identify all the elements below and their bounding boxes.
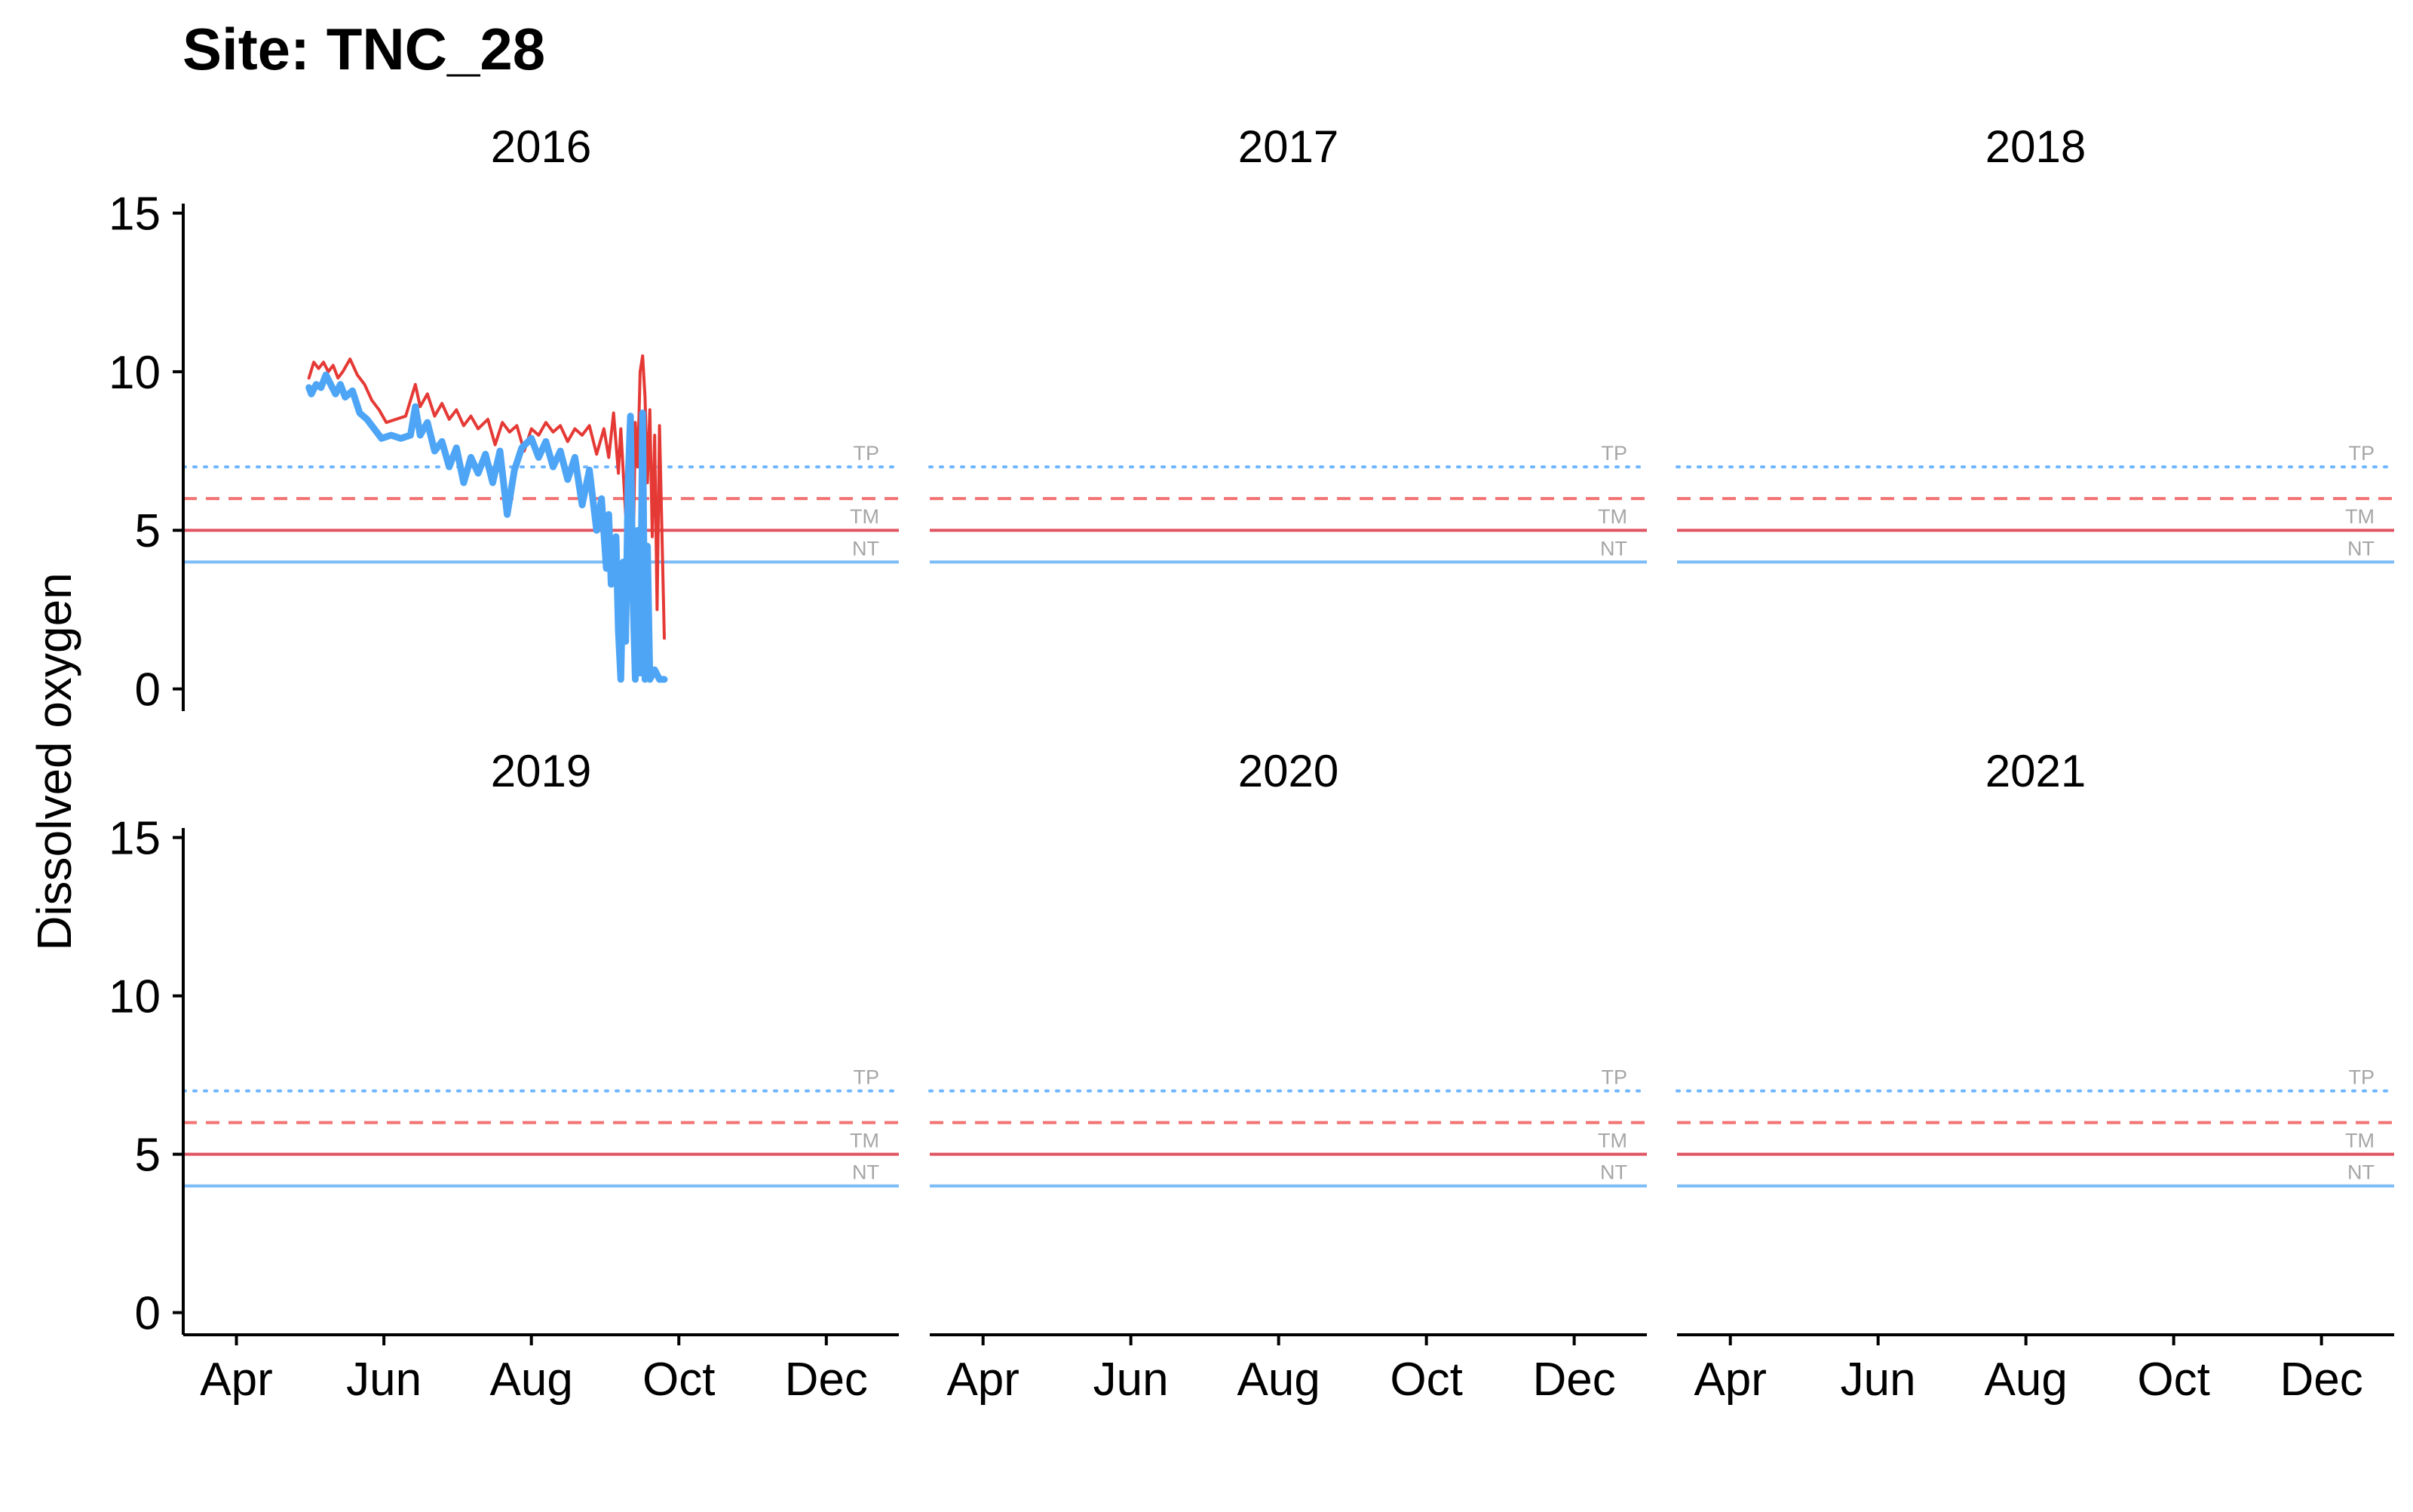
y-tick-label: 10 bbox=[109, 347, 161, 399]
chart-title: Site: TNC_28 bbox=[182, 16, 545, 82]
threshold-label: TP bbox=[2348, 1066, 2375, 1089]
threshold-label: TM bbox=[1598, 505, 1627, 528]
threshold-label: TP bbox=[853, 442, 879, 465]
panel-strip-label: 2018 bbox=[1985, 121, 2086, 172]
threshold-label: TM bbox=[1598, 1130, 1627, 1152]
panel-2018: 2018 TP TM NT bbox=[1676, 121, 2396, 564]
threshold-label: TP bbox=[853, 1066, 879, 1089]
threshold-label: TM bbox=[850, 1130, 879, 1152]
threshold-label: TP bbox=[1601, 1066, 1627, 1089]
x-tick-label: Apr bbox=[1694, 1354, 1766, 1406]
x-tick-label: Aug bbox=[490, 1354, 573, 1406]
threshold-label: NT bbox=[1600, 1161, 1627, 1184]
panel-2021: 2021 TP TM NT Apr Jun Aug Oct Dec bbox=[1676, 746, 2396, 1406]
x-tick-label: Jun bbox=[346, 1354, 422, 1406]
threshold-label: NT bbox=[2347, 1161, 2375, 1184]
panel-strip-label: 2016 bbox=[491, 121, 591, 172]
threshold-label: NT bbox=[2347, 537, 2375, 560]
series-line-1 bbox=[307, 354, 666, 640]
y-tick-label: 0 bbox=[135, 664, 161, 716]
threshold-label: NT bbox=[852, 537, 879, 560]
y-tick-label: 5 bbox=[135, 1130, 161, 1182]
x-tick-label: Jun bbox=[1841, 1354, 1916, 1406]
x-tick-label: Apr bbox=[946, 1354, 1019, 1406]
x-tick-label: Dec bbox=[1532, 1354, 1615, 1406]
panel-2016: 2016 TP TM NT 0 5 10 15 bbox=[109, 121, 900, 716]
panel-strip-label: 2021 bbox=[1985, 746, 2086, 796]
panel-2020: 2020 TP TM NT Apr Jun Aug Oct Dec bbox=[928, 746, 1648, 1406]
panel-2017: 2017 TP TM NT bbox=[928, 121, 1648, 564]
panel-2019: 2019 TP TM NT Apr Jun Aug Oct Dec 0 5 10 15 bbox=[109, 746, 900, 1406]
threshold-label: NT bbox=[852, 1161, 879, 1184]
x-tick-label: Jun bbox=[1093, 1354, 1169, 1406]
panel-strip-label: 2017 bbox=[1238, 121, 1338, 172]
y-tick-label: 5 bbox=[135, 505, 161, 557]
y-tick-label: 0 bbox=[135, 1288, 161, 1340]
x-tick-label: Oct bbox=[642, 1354, 715, 1406]
y-tick-label: 15 bbox=[109, 189, 161, 241]
y-tick-label: 15 bbox=[109, 813, 161, 865]
series-line-2 bbox=[305, 371, 668, 683]
x-tick-label: Aug bbox=[1984, 1354, 2067, 1406]
x-tick-label: Dec bbox=[785, 1354, 868, 1406]
threshold-label: NT bbox=[1600, 537, 1627, 560]
threshold-label: TM bbox=[2345, 1130, 2375, 1152]
panels-layer: 2016TPTMNT0510152017TPTMNT2018TPTMNT2019… bbox=[109, 121, 2396, 1406]
x-tick-label: Oct bbox=[2137, 1354, 2209, 1406]
threshold-label: TP bbox=[1601, 442, 1627, 465]
x-tick-label: Aug bbox=[1237, 1354, 1320, 1406]
panel-strip-label: 2019 bbox=[491, 746, 591, 796]
y-tick-label: 10 bbox=[109, 971, 161, 1023]
x-tick-label: Apr bbox=[200, 1354, 272, 1406]
panel-strip-label: 2020 bbox=[1238, 746, 1338, 796]
threshold-label: TP bbox=[2348, 442, 2375, 465]
y-axis-label: Dissolved oxygen bbox=[27, 572, 81, 951]
x-tick-label: Oct bbox=[1390, 1354, 1462, 1406]
x-tick-label: Dec bbox=[2280, 1354, 2362, 1406]
threshold-label: TM bbox=[2345, 505, 2375, 528]
threshold-label: TM bbox=[850, 505, 879, 528]
